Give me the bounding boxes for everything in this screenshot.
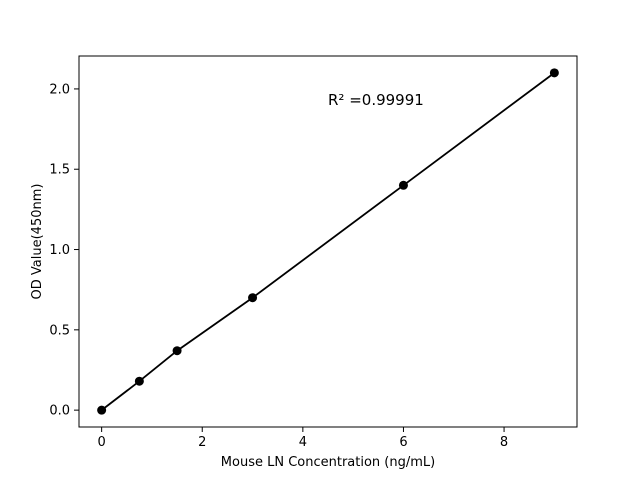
x-tick-label: 8 xyxy=(500,435,508,450)
y-tick-label: 1.5 xyxy=(49,163,70,178)
data-point xyxy=(97,405,107,415)
data-point xyxy=(248,293,258,303)
x-tick-label: 6 xyxy=(399,435,407,450)
data-point xyxy=(134,376,144,386)
x-tick-label: 2 xyxy=(198,435,206,450)
data-point xyxy=(172,346,182,356)
data-series-group xyxy=(97,68,559,415)
trend-line xyxy=(101,72,555,411)
x-tick-label: 0 xyxy=(97,435,105,450)
axis-ticks-group: 0 2 4 6 8 0.0 0.5 1.0 1.5 2.0 xyxy=(49,82,508,450)
x-tick-label: 4 xyxy=(299,435,307,450)
y-tick-label: 0.0 xyxy=(49,404,70,419)
y-tick-label: 0.5 xyxy=(49,323,70,338)
y-axis-label: OD Value(450nm) xyxy=(30,184,45,300)
r-squared-annotation: R² =0.99991 xyxy=(328,91,424,109)
data-point xyxy=(398,180,408,190)
x-axis-label: Mouse LN Concentration (ng/mL) xyxy=(221,455,435,470)
y-tick-label: 2.0 xyxy=(49,82,70,97)
plot-border xyxy=(78,55,578,428)
data-point xyxy=(549,68,559,78)
y-tick-label: 1.0 xyxy=(49,243,70,258)
